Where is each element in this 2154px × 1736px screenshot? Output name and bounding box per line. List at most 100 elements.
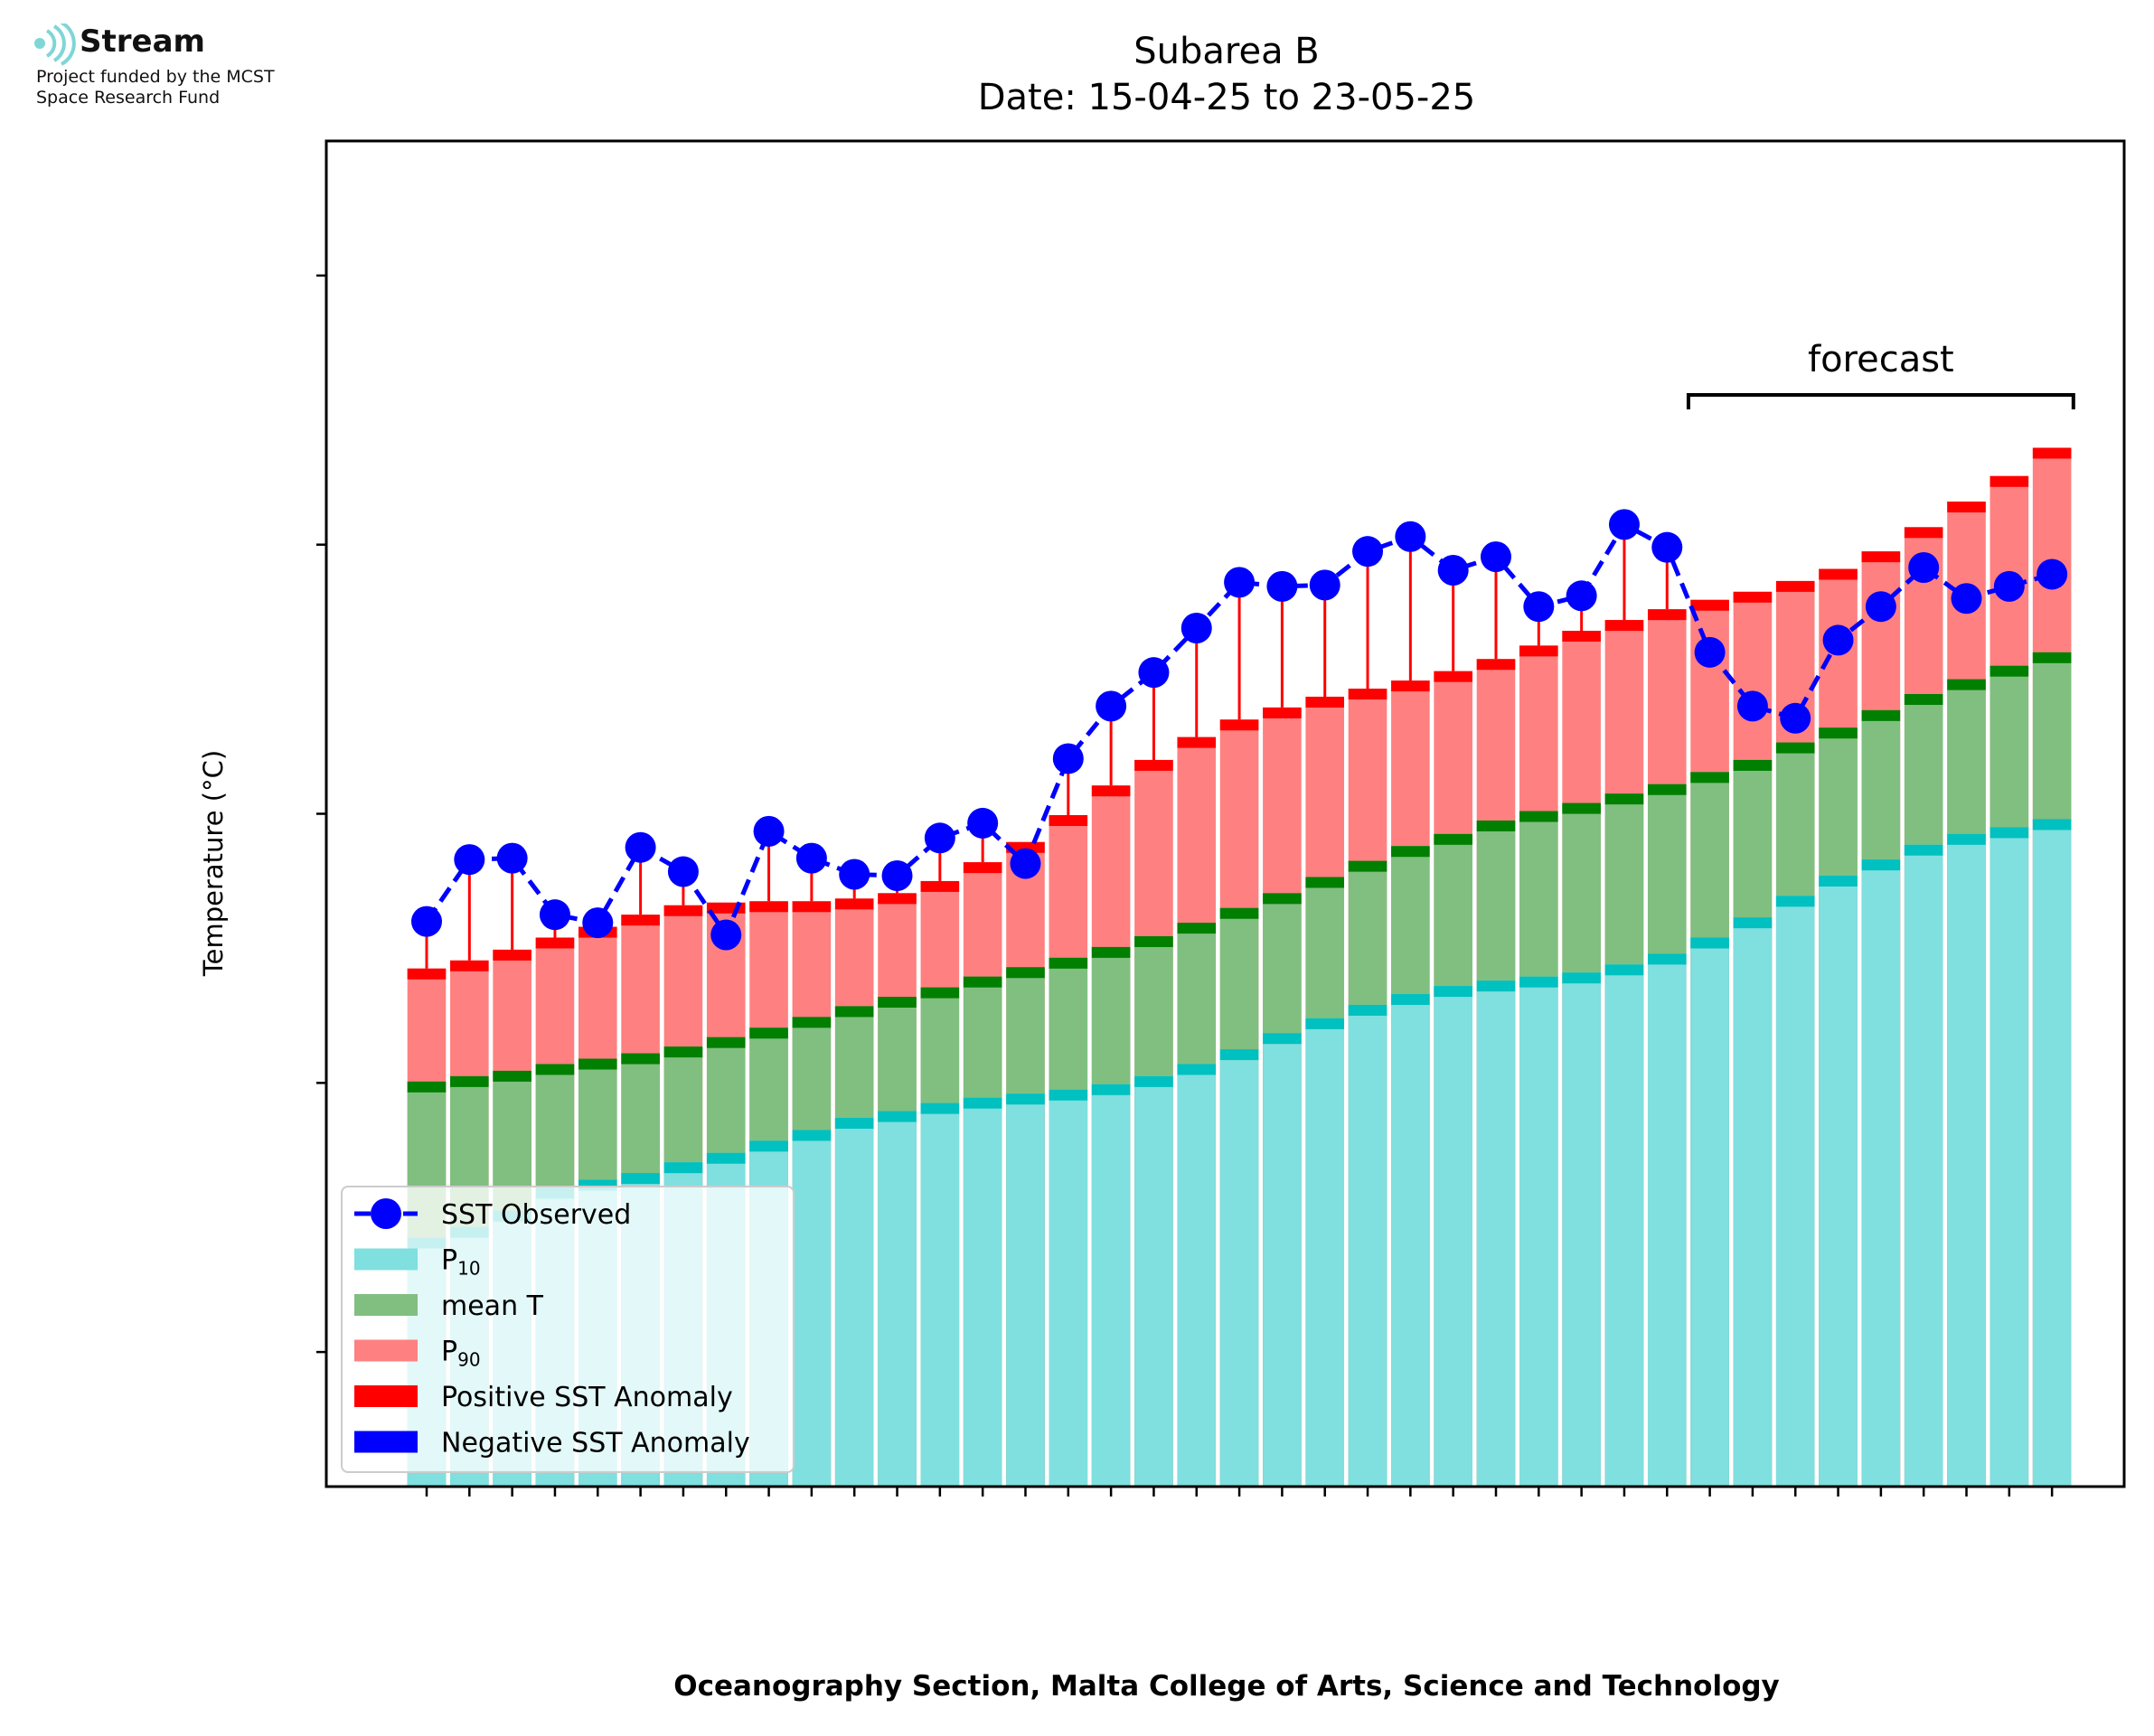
- p10-cap: [1263, 1033, 1302, 1045]
- p90-cap: [1519, 645, 1558, 657]
- p90-cap: [1091, 785, 1131, 797]
- mean-t-cap: [1519, 811, 1558, 822]
- sst-observed-point: [667, 856, 699, 887]
- p90-cap: [1177, 737, 1217, 748]
- p10-cap: [1861, 859, 1901, 871]
- legend-label: SST Observed: [441, 1199, 631, 1231]
- p10-cap: [1562, 972, 1601, 984]
- p10-cap: [706, 1152, 746, 1164]
- mean-t-cap: [407, 1081, 447, 1093]
- legend-label: P90: [441, 1337, 481, 1371]
- sst-observed-point: [496, 842, 528, 874]
- p10-cap: [1177, 1064, 1217, 1075]
- legend-swatch: [354, 1248, 418, 1271]
- sst-observed-point: [710, 919, 742, 951]
- p10-bar: [1647, 953, 1687, 1487]
- p90-cap: [450, 960, 489, 971]
- logo-funding-line-1: Project funded by the MCST: [36, 67, 275, 87]
- p90-cap: [834, 898, 874, 910]
- sst-observed-point: [1437, 554, 1469, 586]
- p10-cap: [1134, 1075, 1173, 1087]
- p10-bar: [1476, 981, 1516, 1487]
- p10-cap: [1348, 1004, 1387, 1016]
- mean-t-cap: [1947, 679, 1986, 690]
- sst-observed-point: [1138, 657, 1170, 689]
- p90-cap: [1006, 841, 1045, 853]
- p10-cap: [1775, 896, 1815, 907]
- p90-cap: [1690, 599, 1729, 611]
- p90-cap: [1134, 759, 1173, 771]
- p10-bar: [963, 1097, 1002, 1487]
- p90-cap: [1861, 551, 1901, 563]
- p10-cap: [749, 1140, 788, 1152]
- mean-t-cap: [1091, 946, 1131, 958]
- sst-observed-point: [1993, 570, 2025, 602]
- p10-bar: [834, 1118, 874, 1487]
- p90-cap: [2032, 447, 2072, 459]
- mean-t-cap: [1733, 759, 1773, 771]
- p10-cap: [1049, 1089, 1088, 1101]
- stream-waves-icon: [34, 23, 76, 66]
- sst-observed-point: [795, 842, 827, 874]
- forecast-label: forecast: [1808, 339, 1954, 380]
- p10-bar: [1006, 1093, 1045, 1487]
- p10-cap: [963, 1097, 1002, 1109]
- sst-observed-point: [411, 906, 442, 937]
- p10-bar: [1219, 1049, 1259, 1487]
- p90-cap: [1775, 580, 1815, 592]
- sst-observed-point: [1266, 570, 1298, 602]
- mean-t-cap: [1177, 923, 1217, 934]
- sst-observed-point: [1608, 509, 1640, 540]
- sst-observed-layer: [411, 509, 2068, 951]
- legend-label-text: Positive SST Anomaly: [441, 1382, 733, 1413]
- legend-label-subscript: 90: [457, 1349, 480, 1371]
- legend-label-text: Negative SST Anomaly: [441, 1428, 750, 1459]
- x-axis-label: Oceanography Section, Malta College of A…: [673, 1670, 1780, 1703]
- sst-observed-point: [839, 859, 870, 890]
- mean-t-cap: [1348, 860, 1387, 872]
- mean-t-cap: [1690, 772, 1729, 784]
- mean-t-cap: [450, 1075, 489, 1087]
- p10-cap: [1091, 1084, 1131, 1095]
- y-axis-label: Temperature (°C): [198, 750, 229, 977]
- p10-cap: [792, 1130, 832, 1141]
- p10-cap: [1219, 1049, 1259, 1061]
- mean-t-cap: [834, 1006, 874, 1018]
- p90-cap: [1263, 707, 1302, 718]
- p90-cap: [1733, 591, 1773, 603]
- sst-observed-point: [1865, 591, 1896, 623]
- mean-t-cap: [878, 997, 917, 1009]
- p90-cap: [792, 901, 832, 913]
- mean-t-cap: [1861, 709, 1901, 721]
- p10-cap: [920, 1103, 960, 1114]
- mean-t-cap: [920, 987, 960, 999]
- sst-observed-point: [1780, 702, 1811, 734]
- legend-label-subscript: 10: [457, 1258, 480, 1280]
- p10-bar: [1861, 859, 1901, 1487]
- mean-t-cap: [663, 1046, 703, 1058]
- sst-observed-point: [753, 815, 785, 847]
- p10-bar: [1348, 1004, 1387, 1487]
- sst-observed-point: [1180, 613, 1212, 644]
- p10-bar: [1904, 844, 1943, 1487]
- p10-cap: [1647, 953, 1687, 965]
- p10-cap: [1690, 937, 1729, 949]
- p10-cap: [1305, 1018, 1345, 1029]
- p10-cap: [1604, 964, 1644, 976]
- mean-t-cap: [1219, 907, 1259, 919]
- p90-cap: [1947, 502, 1986, 513]
- legend-box: [341, 1186, 795, 1473]
- mean-t-cap: [1989, 665, 2029, 677]
- mean-t-cap: [1391, 846, 1430, 858]
- mean-t-cap: [749, 1028, 788, 1039]
- mean-t-cap: [1775, 742, 1815, 754]
- p10-cap: [1947, 833, 1986, 845]
- mean-t-cap: [1904, 693, 1943, 705]
- p10-cap: [1476, 981, 1516, 992]
- sst-observed-point: [2036, 558, 2068, 590]
- p90-cap: [1562, 630, 1601, 642]
- mean-t-cap: [493, 1070, 531, 1082]
- legend-swatch-sst-marker: [371, 1198, 401, 1229]
